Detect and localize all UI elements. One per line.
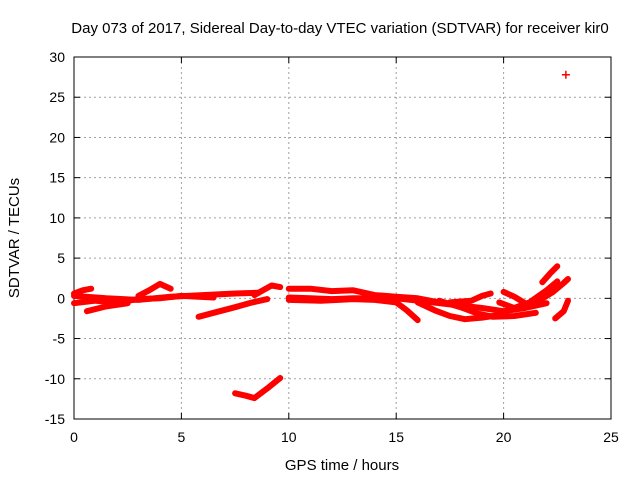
y-tick-label: -10 [45,371,65,387]
x-tick-label: 0 [70,429,78,445]
y-tick-label: -5 [53,331,66,347]
x-axis: 0 5 10 15 20 25 [70,57,619,445]
series-sat-e [135,280,174,299]
y-tick-label: -15 [45,411,65,427]
series-sat-f [195,296,271,320]
series-sat-d [83,300,131,315]
y-axis: -15 -10 -5 0 5 10 15 20 25 30 [45,49,611,427]
series-sat-g [251,282,284,299]
data-point-outlier [561,70,570,79]
y-tick-label: 10 [49,210,65,226]
data-series [71,70,571,402]
series-sat-r [539,263,561,286]
series-sat-q [522,276,571,310]
x-tick-label: 5 [178,429,186,445]
grid-lines [74,57,611,419]
x-tick-label: 10 [281,429,297,445]
x-tick-label: 25 [603,429,619,445]
plot-frame [73,56,612,420]
series-sat-o [446,290,494,306]
chart-title: Day 073 of 2017, Sidereal Day-to-day VTE… [71,20,608,37]
y-tick-label: 5 [57,250,65,266]
x-tick-label: 20 [496,429,512,445]
y-tick-label: 25 [49,89,65,105]
series-sat-b [71,292,217,307]
series-sat-n [436,297,539,320]
y-tick-label: 20 [49,129,65,145]
series-sat-c [71,285,95,297]
x-tick-label: 15 [388,429,404,445]
series-sat-s [500,288,529,307]
series-sat-k [285,296,400,306]
y-tick-label: 0 [57,290,65,306]
y-tick-label: 15 [49,170,65,186]
y-axis-label: SDTVAR / TECUs [6,178,23,298]
series-sat-t [552,297,571,322]
x-axis-label: GPS time / hours [285,457,399,474]
series-sat-h [232,375,284,402]
y-tick-label: 30 [49,49,65,65]
series-sat-l [393,299,421,324]
